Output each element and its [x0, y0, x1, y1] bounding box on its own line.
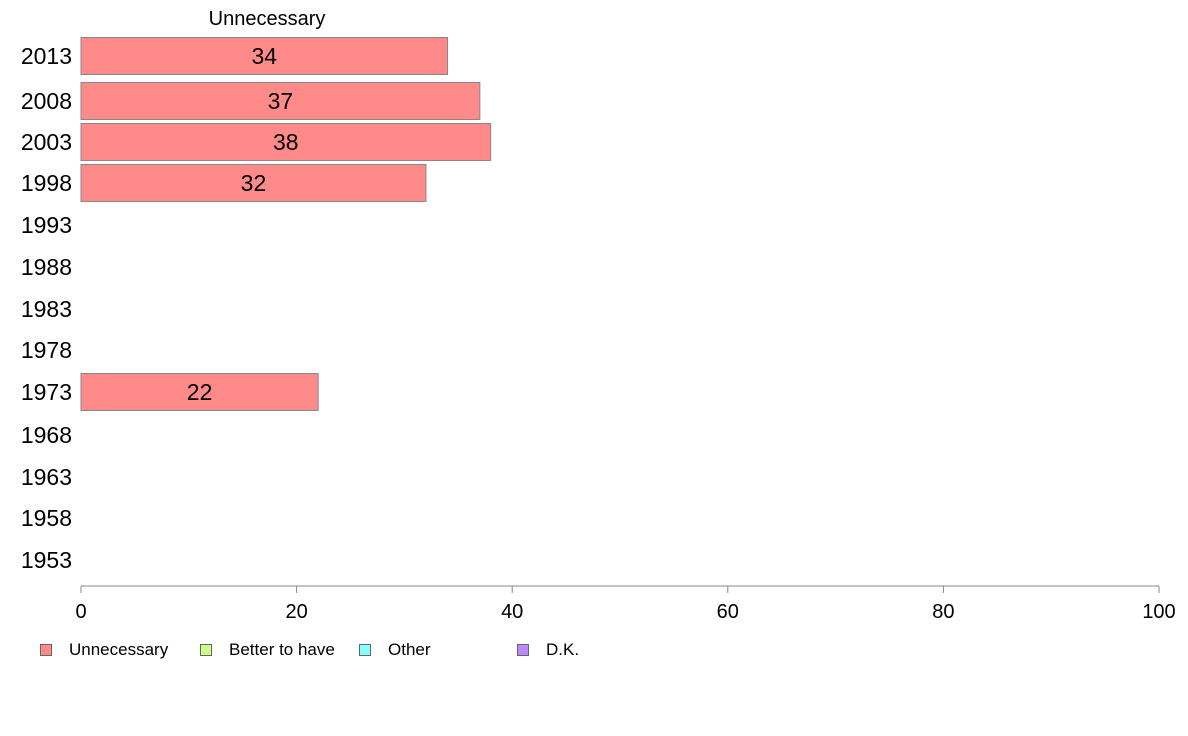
legend-swatch-better-to-have [200, 644, 212, 656]
data-label-1998: 32 [241, 170, 267, 196]
bar-2013-series-0 [80, 37, 449, 75]
y-tick-label-1998: 1998 [21, 170, 72, 196]
legend-label-better-to-have: Better to have [229, 640, 335, 659]
legend: Unnecessary Better to have Other D.K. [40, 640, 740, 660]
bars-layer [80, 37, 492, 411]
y-tick-label-1993: 1993 [21, 212, 72, 238]
x-tick-label-0: 0 [75, 601, 86, 623]
x-tick-label-40: 40 [501, 601, 523, 623]
y-tick-label-2013: 2013 [21, 43, 72, 69]
x-tick-label-100: 100 [1142, 601, 1175, 623]
legend-label-dk: D.K. [546, 640, 580, 659]
legend-swatch-other [359, 644, 371, 656]
legend-swatch-unnecessary [40, 644, 52, 656]
bar-1973-series-0 [80, 373, 319, 411]
x-axis: 0 20 40 60 80 100 [75, 585, 1176, 623]
legend-label-unnecessary: Unnecessary [69, 640, 169, 659]
legend-item-other: Other [359, 640, 431, 660]
legend-item-unnecessary: Unnecessary [40, 640, 168, 660]
bar-2008-series-0 [80, 82, 481, 120]
data-label-2008: 37 [268, 88, 294, 114]
legend-item-dk: D.K. [517, 640, 579, 660]
bar-2003-series-0 [80, 123, 492, 161]
data-label-2003: 38 [273, 129, 299, 155]
x-tick-label-60: 60 [717, 601, 739, 623]
y-tick-label-1988: 1988 [21, 254, 72, 280]
legend-swatch-dk [517, 644, 529, 656]
x-tick-label-20: 20 [285, 601, 307, 623]
y-tick-label-1983: 1983 [21, 296, 72, 322]
y-tick-label-1953: 1953 [21, 547, 72, 573]
y-tick-label-1968: 1968 [21, 422, 72, 448]
y-tick-label-1973: 1973 [21, 379, 72, 405]
y-axis-categories: 2013 2008 2003 1998 1993 1988 1983 1978 1973 1968… [21, 43, 72, 573]
y-tick-label-1958: 1958 [21, 505, 72, 531]
data-label-2013: 34 [251, 43, 277, 69]
y-tick-label-2008: 2008 [21, 88, 72, 114]
x-tick-label-80: 80 [932, 601, 954, 623]
legend-item-better-to-have: Better to have [200, 640, 335, 660]
data-label-1973: 22 [187, 379, 213, 405]
chart-title: Unnecessary [209, 8, 326, 30]
y-tick-label-2003: 2003 [21, 129, 72, 155]
y-tick-label-1978: 1978 [21, 337, 72, 363]
legend-label-other: Other [388, 640, 431, 659]
bar-1998-series-0 [80, 164, 427, 202]
y-tick-label-1963: 1963 [21, 464, 72, 490]
